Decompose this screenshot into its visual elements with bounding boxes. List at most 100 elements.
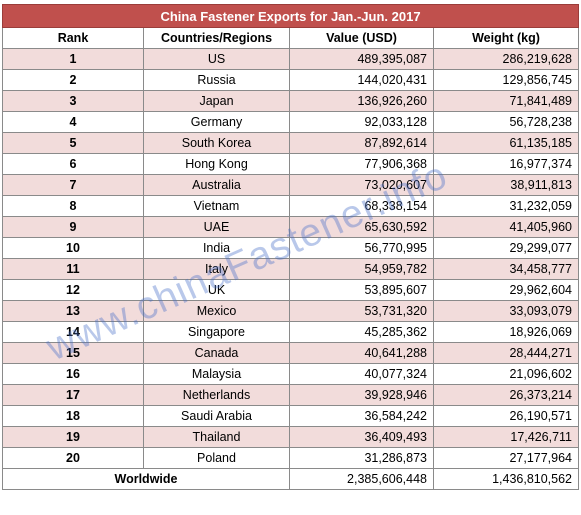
weight-cell: 33,093,079 (432, 300, 580, 322)
value-cell: 92,033,128 (289, 111, 434, 133)
column-header-row: Rank Countries/Regions Value (USD) Weigh… (2, 27, 580, 49)
weight-cell: 29,299,077 (432, 237, 580, 259)
table-row: 2 Russia 144,020,431 129,856,745 (2, 69, 580, 91)
value-cell: 87,892,614 (289, 132, 434, 154)
country-cell: Hong Kong (143, 153, 290, 175)
country-cell: Russia (143, 69, 290, 91)
rank-cell: 15 (2, 342, 144, 364)
weight-cell: 38,911,813 (432, 174, 580, 196)
total-weight: 1,436,810,562 (432, 468, 580, 490)
table-row: 12 UK 53,895,607 29,962,604 (2, 279, 580, 301)
value-cell: 36,584,242 (289, 405, 434, 427)
weight-cell: 29,962,604 (432, 279, 580, 301)
fastener-exports-table-container: China Fastener Exports for Jan.-Jun. 201… (1, 4, 580, 490)
country-cell: Thailand (143, 426, 290, 448)
rank-cell: 11 (2, 258, 144, 280)
rank-cell: 1 (2, 48, 144, 70)
country-cell: South Korea (143, 132, 290, 154)
table-body: 1 US 489,395,087 286,219,628 2 Russia 144,020,… (2, 48, 580, 469)
rank-cell: 20 (2, 447, 144, 469)
weight-cell: 41,405,960 (432, 216, 580, 238)
country-cell: Canada (143, 342, 290, 364)
country-cell: UK (143, 279, 290, 301)
rank-cell: 10 (2, 237, 144, 259)
total-row: Worldwide 2,385,606,448 1,436,810,562 (2, 468, 580, 490)
weight-cell: 31,232,059 (432, 195, 580, 217)
table-row: 11 Italy 54,959,782 34,458,777 (2, 258, 580, 280)
rank-cell: 16 (2, 363, 144, 385)
country-cell: Vietnam (143, 195, 290, 217)
rank-cell: 3 (2, 90, 144, 112)
country-cell: Singapore (143, 321, 290, 343)
weight-cell: 27,177,964 (432, 447, 580, 469)
table-row: 3 Japan 136,926,260 71,841,489 (2, 90, 580, 112)
column-header-rank: Rank (2, 27, 144, 49)
weight-cell: 18,926,069 (432, 321, 580, 343)
table-row: 13 Mexico 53,731,320 33,093,079 (2, 300, 580, 322)
table-row: 8 Vietnam 68,338,154 31,232,059 (2, 195, 580, 217)
column-header-value: Value (USD) (289, 27, 434, 49)
value-cell: 36,409,493 (289, 426, 434, 448)
table-row: 20 Poland 31,286,873 27,177,964 (2, 447, 580, 469)
value-cell: 39,928,946 (289, 384, 434, 406)
weight-cell: 16,977,374 (432, 153, 580, 175)
rank-cell: 9 (2, 216, 144, 238)
rank-cell: 12 (2, 279, 144, 301)
value-cell: 31,286,873 (289, 447, 434, 469)
rank-cell: 19 (2, 426, 144, 448)
table-title-row: China Fastener Exports for Jan.-Jun. 201… (1, 4, 580, 28)
value-cell: 136,926,260 (289, 90, 434, 112)
rank-cell: 8 (2, 195, 144, 217)
column-header-country: Countries/Regions (143, 27, 290, 49)
rank-cell: 14 (2, 321, 144, 343)
rank-cell: 18 (2, 405, 144, 427)
value-cell: 489,395,087 (289, 48, 434, 70)
value-cell: 65,630,592 (289, 216, 434, 238)
table-row: 10 India 56,770,995 29,299,077 (2, 237, 580, 259)
rank-cell: 4 (2, 111, 144, 133)
country-cell: Netherlands (143, 384, 290, 406)
fastener-exports-table: China Fastener Exports for Jan.-Jun. 201… (1, 4, 580, 490)
table-row: 17 Netherlands 39,928,946 26,373,214 (2, 384, 580, 406)
weight-cell: 21,096,602 (432, 363, 580, 385)
table-row: 15 Canada 40,641,288 28,444,271 (2, 342, 580, 364)
value-cell: 40,077,324 (289, 363, 434, 385)
value-cell: 77,906,368 (289, 153, 434, 175)
rank-cell: 7 (2, 174, 144, 196)
rank-cell: 13 (2, 300, 144, 322)
table-row: 19 Thailand 36,409,493 17,426,711 (2, 426, 580, 448)
value-cell: 40,641,288 (289, 342, 434, 364)
table-row: 7 Australia 73,020,607 38,911,813 (2, 174, 580, 196)
total-label: Worldwide (2, 468, 290, 490)
country-cell: Saudi Arabia (143, 405, 290, 427)
weight-cell: 26,373,214 (432, 384, 580, 406)
value-cell: 54,959,782 (289, 258, 434, 280)
country-cell: Mexico (143, 300, 290, 322)
country-cell: Poland (143, 447, 290, 469)
column-header-weight: Weight (kg) (432, 27, 580, 49)
value-cell: 53,731,320 (289, 300, 434, 322)
value-cell: 68,338,154 (289, 195, 434, 217)
table-row: 6 Hong Kong 77,906,368 16,977,374 (2, 153, 580, 175)
country-cell: UAE (143, 216, 290, 238)
value-cell: 73,020,607 (289, 174, 434, 196)
country-cell: Italy (143, 258, 290, 280)
rank-cell: 5 (2, 132, 144, 154)
weight-cell: 61,135,185 (432, 132, 580, 154)
value-cell: 53,895,607 (289, 279, 434, 301)
country-cell: India (143, 237, 290, 259)
country-cell: Australia (143, 174, 290, 196)
weight-cell: 34,458,777 (432, 258, 580, 280)
value-cell: 56,770,995 (289, 237, 434, 259)
country-cell: Malaysia (143, 363, 290, 385)
weight-cell: 28,444,271 (432, 342, 580, 364)
rank-cell: 17 (2, 384, 144, 406)
weight-cell: 17,426,711 (432, 426, 580, 448)
table-title: China Fastener Exports for Jan.-Jun. 201… (1, 4, 580, 28)
table-row: 18 Saudi Arabia 36,584,242 26,190,571 (2, 405, 580, 427)
value-cell: 144,020,431 (289, 69, 434, 91)
country-cell: US (143, 48, 290, 70)
rank-cell: 2 (2, 69, 144, 91)
weight-cell: 129,856,745 (432, 69, 580, 91)
table-row: 1 US 489,395,087 286,219,628 (2, 48, 580, 70)
